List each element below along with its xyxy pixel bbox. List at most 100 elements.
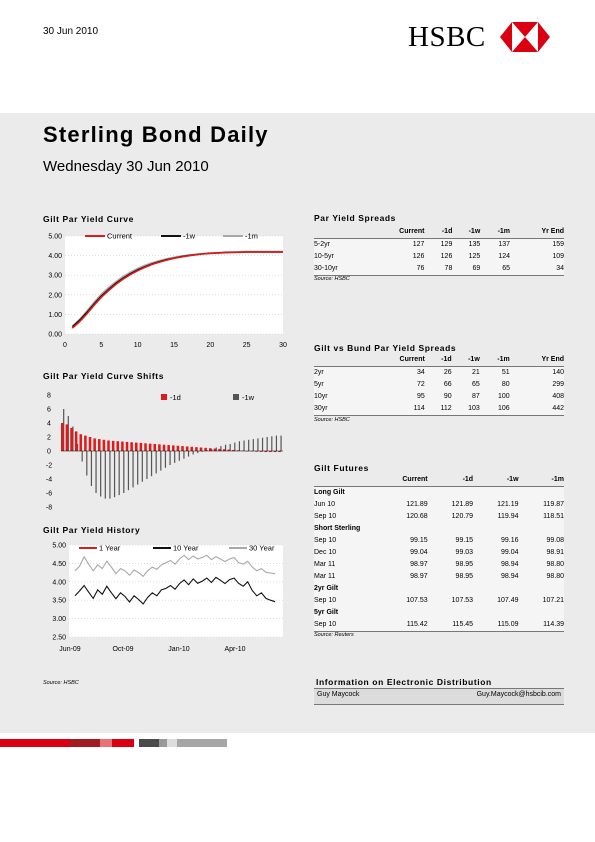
column-header: -1d [441,228,453,235]
bar-1w [229,444,231,451]
y-tick-label: 6 [47,407,51,414]
bar-1d [209,448,212,451]
yield-history-title: Gilt Par Yield History [43,525,141,535]
row-label: 30-10yr [314,265,338,272]
group-row: 5yr Gilt [314,607,564,619]
table-cell: 65 [502,265,511,272]
table-row: Sep 10 120.68 120.79 119.94 118.51 [314,511,564,523]
table-cell: 137 [498,241,511,248]
bar-1w [275,435,278,451]
x-tick-label: Jan-10 [168,646,190,653]
bar-1w [192,451,194,455]
bar-1d [125,441,129,451]
table-cell: 159 [552,241,564,248]
bar-1d [79,434,83,451]
row-label: 10-5yr [314,253,334,260]
table-cell: 107.21 [542,597,564,604]
table-row: Dec 10 99.04 99.03 99.04 98.91 [314,547,564,559]
y-tick-label: 3.00 [52,616,66,623]
table-cell: 408 [552,393,564,400]
y-tick-label: 8 [47,393,51,400]
group-row: Short Sterling [314,523,564,535]
table-cell: 126 [412,253,425,260]
table-cell: 121.19 [497,501,519,508]
footer-bar-red2 [112,739,134,747]
row-label: Jun 10 [314,501,336,508]
bar-1w [113,451,116,498]
column-header: -1w [506,476,519,483]
bar-1w [243,440,245,451]
table-cell: 115.42 [406,621,428,628]
bar-1d [278,451,281,453]
legend-label-0: 1 Year [99,544,121,553]
bar-1d [232,449,235,451]
bar-1w [123,451,125,493]
legend-label-0: Current [107,232,133,241]
table-cell: 107.49 [497,597,519,604]
bar-1d [190,446,194,451]
footer-bar-pink [100,739,112,747]
contact-email[interactable]: Guy.Maycock@hsbcib.com [476,691,561,698]
bar-1d [195,447,198,451]
legend-label-2: 30 Year [249,544,275,553]
row-label: 5yr [314,381,324,388]
table-cell: 98.80 [546,561,564,568]
contact-name: Guy Maycock [317,691,360,698]
bar-1d [158,444,161,451]
bar-1d [204,447,207,451]
bar-1w [146,451,148,479]
table-row: 2yr 34 26 21 51 140 [314,366,564,379]
column-header: -1m [497,228,511,235]
footer-bar-light [167,739,177,747]
table-cell: 99.15 [455,537,474,544]
bar-1w [215,447,217,451]
group-row: 2yr Gilt [314,583,564,595]
table-cell: 115.09 [497,621,519,628]
table-cell: 98.94 [500,561,519,568]
gilt-bund-title: Gilt vs Bund Par Yield Spreads [314,343,457,353]
bar-1d [130,442,133,451]
bar-1d [61,423,64,451]
bar-1w [178,451,180,461]
y-tick-label: 4 [47,421,51,428]
bar-1w [211,448,213,451]
bar-1d [93,438,96,451]
gilt-bund-source: Source: HSBC [314,417,350,423]
legend-label-1d: -1d [170,393,181,402]
info-box: Guy Maycock Guy.Maycock@hsbcib.com [314,688,564,705]
bar-1d [227,449,231,451]
bar-1d [65,424,69,451]
bar-1d [135,442,138,451]
bar-1w [187,451,190,457]
table-row: Jun 10 121.89 121.89 121.19 119.87 [314,499,564,511]
y-tick-label: 2 [47,435,51,442]
bar-1w [252,439,254,451]
y-tick-label: 2.50 [52,635,66,642]
bar-1w [238,441,241,451]
y-tick-label: 1.00 [48,312,62,319]
bar-1d [121,441,124,451]
bar-1d [236,450,240,451]
table-row: Sep 10 115.42 115.45 115.09 114.39 [314,619,564,632]
y-tick-label: 4.50 [52,561,66,568]
y-tick-label: 3.00 [48,273,62,280]
y-tick-label: -2 [46,463,52,470]
par-yield-spreads-table: Current -1d -1w -1m Yr End 5-2yr 127 129 135 137 1… [314,226,564,276]
x-tick-label: 25 [243,342,251,349]
par-yield-spreads-title: Par Yield Spreads [314,213,397,223]
table-cell: 72 [417,381,425,388]
footer-bar-grey2 [177,739,227,747]
table-cell: 106 [498,405,510,412]
bar-1d [269,451,272,453]
bar-1d [74,431,78,451]
table-cell: 95 [417,393,425,400]
x-tick-label: 20 [206,342,214,349]
table-cell: 98.97 [410,573,428,580]
bar-1d [264,451,268,453]
bar-1w [95,451,97,493]
bar-1w [261,437,264,451]
bar-1w [197,451,199,454]
table-cell: 98.95 [455,573,474,580]
par-yield-spreads-source: Source: HSBC [314,276,350,282]
bar-1w [206,450,208,451]
